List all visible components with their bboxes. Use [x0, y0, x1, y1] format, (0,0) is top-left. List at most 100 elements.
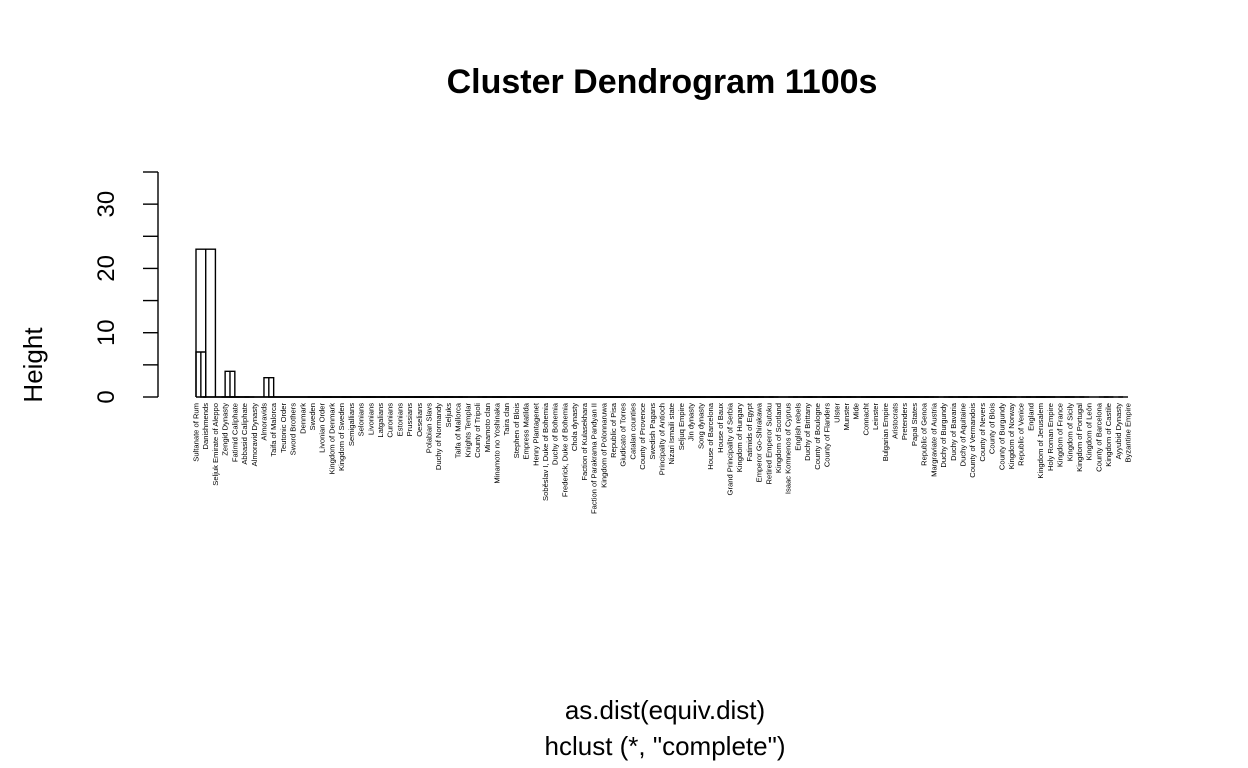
leaf-label: Curonians — [386, 403, 395, 438]
leaf-label: County of Vermandois — [968, 403, 977, 478]
leaf-label: House of Baux — [716, 403, 725, 453]
leaf-label: Semigallians — [347, 403, 356, 446]
leaf-label: Abbasid Caliphate — [240, 403, 249, 465]
leaf-label: Duchy of Bavaria — [949, 402, 958, 461]
leaf-label: Nizari Ismaili state — [667, 403, 676, 465]
leaf-label: Seljuks — [444, 403, 453, 428]
leaf-label: Almoravid Dynasty — [250, 403, 259, 467]
leaf-label: Kingdom of Jerusalem — [1036, 403, 1045, 479]
leaf-label: Emperor Go-Shirakawa — [755, 402, 764, 482]
leaf-label: Knights Templar — [463, 403, 472, 458]
leaf-label: Kingdom of Norway — [1007, 403, 1016, 469]
leaf-label: Fatimid Caliphate — [230, 403, 239, 462]
leaf-label: Frederick, Duke of Bohemia — [560, 402, 569, 497]
leaf-label: County of Burgundy — [997, 403, 1006, 470]
leaf-label: Kingdom of Sweden — [337, 403, 346, 471]
leaf-label: Duchy of Burgundy — [939, 403, 948, 468]
leaf-label: Swedish Pagans — [648, 403, 657, 460]
leaf-label: Giudicato of Torres — [619, 403, 628, 467]
leaf-label: Estonians — [395, 403, 404, 437]
leaf-label: House of Barcelona — [706, 402, 715, 469]
leaf-label: Soběslav I, Duke of Bohemia — [541, 402, 550, 501]
leaf-label: Seljuk Emirate of Aleppo — [211, 403, 220, 486]
leaf-label: Duchy of Aquitaine — [958, 403, 967, 466]
leaf-label: Oeselians — [415, 403, 424, 437]
leaf-label: English rebels — [793, 403, 802, 451]
leaf-label: Munster — [842, 403, 851, 431]
leaf-label: Denmark — [298, 403, 307, 434]
leaf-label: Seljuq Empire — [677, 403, 686, 450]
leaf-label: Kingdom of Denmark — [327, 403, 336, 475]
y-axis: 0 10 20 30 — [93, 171, 159, 404]
leaf-label: Republic of Pisa — [609, 402, 618, 458]
leaf-label: Teutonic Order — [279, 403, 288, 453]
dendrogram-link — [200, 249, 207, 398]
leaf-label: England — [1026, 403, 1035, 431]
leaf-label: County of Tripoli — [473, 403, 482, 458]
leaf-label: Polabian Slavs — [425, 403, 434, 453]
leaf-label: Taifa of Malorca — [269, 402, 278, 456]
leaf-label: Republic of Venice — [1017, 403, 1026, 466]
y-tick-label: 30 — [93, 191, 120, 218]
leaf-label: Papal States — [910, 403, 919, 446]
leaf-label: County of Barcelona — [1094, 402, 1103, 472]
leaf-label: Minamoto clan — [483, 403, 492, 452]
leaf-label: Faction of Parakrama Pandyan II — [590, 403, 599, 514]
leaf-label: Ayyubid Dynasty — [1114, 403, 1123, 460]
leaf-label: Bulgarian Empire — [881, 403, 890, 461]
dendrogram-link — [263, 377, 275, 397]
y-tick-label: 10 — [93, 319, 120, 346]
leaf-label: Faction of Kulasekhara — [580, 402, 589, 480]
leaf-label: Holy Roman Empire — [1046, 403, 1055, 471]
leaf-label: Kingdom of Scotland — [774, 403, 783, 473]
leaf-label: Taira clan — [502, 403, 511, 436]
leaf-label: Livonian Order — [318, 403, 327, 453]
leaf-label: County of Boulogne — [813, 403, 822, 470]
leaf-label: Duchy of Normandy — [434, 403, 443, 470]
y-tick-label: 20 — [93, 255, 120, 282]
leaf-label: Ulster — [832, 403, 841, 423]
leaf-label: Kingdom of León — [1085, 403, 1094, 460]
leaf-label: Jin dynasty — [687, 403, 696, 441]
hclust-method-label: hclust (*, "complete") — [545, 731, 786, 761]
leaf-label: Kingdom of Hungary — [735, 403, 744, 472]
leaf-label: Fatimids of Egypt — [745, 402, 754, 462]
leaf-label: Aristocrats — [891, 403, 900, 439]
leaf-label: Kingdom of Castile — [1104, 403, 1113, 467]
leaf-label: Selonians — [357, 403, 366, 437]
dendrogram-link — [268, 377, 347, 398]
leaf-label: Duchy of Bohemia — [551, 402, 560, 465]
leaf-label: Song dynasty — [696, 403, 705, 449]
leaf-label: Connacht — [861, 402, 870, 435]
leaf-label: Retired Emperor Sutoku — [764, 403, 773, 484]
leaf-label: Kingdom of Polonnaruwa — [599, 402, 608, 488]
leaf-label: Livonians — [366, 403, 375, 435]
leaf-label: Kingdom of Portugal — [1075, 403, 1084, 472]
leaf-label: Prussians — [405, 403, 414, 437]
leaf-label: Catalan counties — [628, 403, 637, 460]
leaf-label: Empress Matilda — [522, 402, 531, 459]
leaf-label: Sweden — [308, 403, 317, 430]
leaf-label: Almoravids — [259, 403, 268, 441]
x-axis-label: as.dist(equiv.dist) — [565, 695, 765, 725]
leaf-label: Republic of Genoa — [920, 402, 929, 466]
leaf-label: Pretenders — [900, 403, 909, 440]
leaf-label: County of Flanders — [823, 403, 832, 467]
leaf-label: County of Nevers — [978, 403, 987, 462]
leaf-label: Duchy of Brittany — [803, 403, 812, 461]
leaf-label: Danishmends — [201, 403, 210, 450]
leaf-label: County of Blois — [988, 403, 997, 454]
dendrogram-branches — [195, 248, 1128, 398]
dendrogram-link — [229, 371, 250, 398]
leaf-label: Kingdom of Sicily — [1065, 403, 1074, 461]
chart-title: Cluster Dendrogram 1100s — [447, 63, 878, 101]
leaf-label: Sultanate of Rum — [192, 403, 201, 462]
leaf-label: Zengid Dynasty — [221, 403, 230, 456]
leaf-label: Byzantine Empire — [1124, 403, 1133, 463]
leaf-label: Sword Brothers — [289, 403, 298, 456]
leaf-label: Latgalians — [376, 403, 385, 438]
leaf-label: Isaac Komnenos of Cyprus — [784, 403, 793, 494]
leaf-label: Grand Principality of Serbia — [725, 402, 734, 495]
leaf-label: Taifa of Mallorca — [454, 402, 463, 458]
